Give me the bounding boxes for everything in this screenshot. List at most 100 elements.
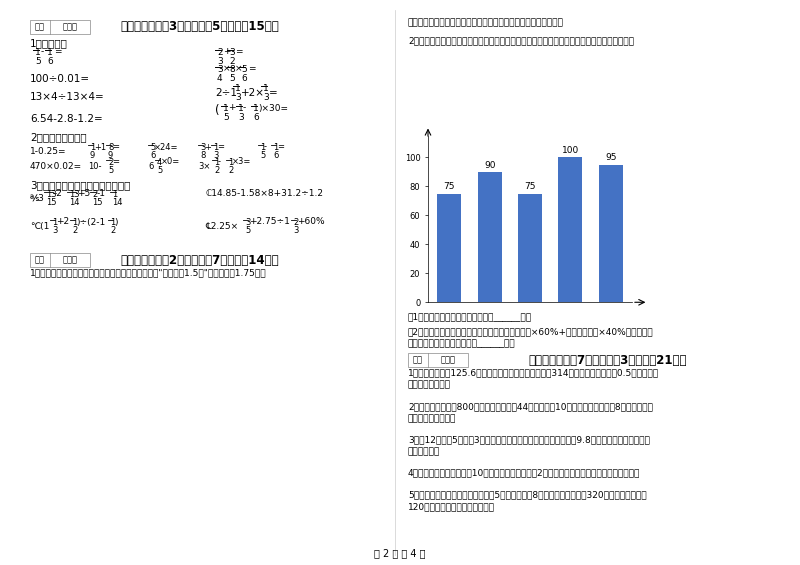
Text: 95: 95 bbox=[605, 154, 616, 162]
Text: 15: 15 bbox=[46, 198, 57, 207]
Text: 90: 90 bbox=[484, 160, 495, 170]
Text: ℃(1: ℃(1 bbox=[30, 222, 50, 231]
Text: 3: 3 bbox=[213, 151, 218, 160]
Text: +2: +2 bbox=[56, 218, 69, 227]
Text: 级第一学期的数学学期成绩是______分。: 级第一学期的数学学期成绩是______分。 bbox=[408, 339, 516, 348]
Text: (: ( bbox=[215, 104, 220, 117]
Text: 6: 6 bbox=[47, 57, 53, 66]
Text: 8: 8 bbox=[108, 143, 114, 152]
Text: -: - bbox=[264, 142, 267, 151]
Text: =: = bbox=[217, 142, 224, 151]
Text: 4．一个圆形花坛，直径是10米，如果围绕花坛铺宽2米的草皮，则要铺日多少平方米的草坪？: 4．一个圆形花坛，直径是10米，如果围绕花坛铺宽2米的草皮，则要铺日多少平方米的… bbox=[408, 468, 640, 477]
Text: 得分: 得分 bbox=[413, 355, 423, 364]
Text: 每天要生产多少台？: 每天要生产多少台？ bbox=[408, 414, 456, 423]
Text: 2: 2 bbox=[92, 190, 98, 199]
Text: 1: 1 bbox=[52, 218, 58, 227]
Bar bbox=[518, 194, 542, 302]
Text: 6.54-2.8-1.2=: 6.54-2.8-1.2= bbox=[30, 114, 102, 124]
Text: 5: 5 bbox=[150, 143, 155, 152]
Text: 100: 100 bbox=[562, 146, 579, 155]
Text: =: = bbox=[248, 64, 255, 73]
Text: 1: 1 bbox=[260, 143, 266, 152]
Text: +: + bbox=[228, 103, 235, 112]
Text: =: = bbox=[235, 47, 242, 56]
Text: 4: 4 bbox=[157, 158, 162, 167]
Text: 积是多少立方米？: 积是多少立方米？ bbox=[408, 380, 451, 389]
Text: 5: 5 bbox=[260, 151, 266, 160]
Bar bbox=[30, 253, 90, 267]
Text: 2: 2 bbox=[110, 226, 115, 235]
Text: 470×0.02=: 470×0.02= bbox=[30, 162, 82, 171]
Text: 1: 1 bbox=[235, 84, 241, 93]
Text: 13: 13 bbox=[69, 190, 80, 199]
Text: 5: 5 bbox=[229, 74, 234, 83]
Text: 3．脱式计算（能简算的要简算）。: 3．脱式计算（能简算的要简算）。 bbox=[30, 180, 130, 190]
Bar bbox=[558, 157, 582, 302]
Text: ×3=: ×3= bbox=[232, 158, 251, 167]
Text: 1: 1 bbox=[214, 158, 219, 167]
Text: 多少平方米？: 多少平方米？ bbox=[408, 447, 440, 456]
Text: =: = bbox=[277, 142, 284, 151]
Text: 5: 5 bbox=[223, 113, 229, 122]
Text: 2: 2 bbox=[217, 48, 222, 57]
Bar bbox=[598, 164, 622, 302]
Bar bbox=[478, 172, 502, 302]
Text: 8: 8 bbox=[229, 65, 234, 74]
Text: 3: 3 bbox=[217, 57, 222, 66]
Text: 第 2 页 共 4 页: 第 2 页 共 4 页 bbox=[374, 548, 426, 558]
Text: ×0=: ×0= bbox=[161, 158, 180, 167]
Text: =: = bbox=[54, 47, 62, 56]
Text: 1: 1 bbox=[112, 190, 118, 199]
Text: 1: 1 bbox=[90, 143, 95, 152]
Text: 3: 3 bbox=[245, 218, 250, 227]
Text: 5: 5 bbox=[157, 166, 162, 175]
Text: 1: 1 bbox=[273, 143, 278, 152]
Text: -: - bbox=[243, 103, 246, 112]
Text: ): ) bbox=[114, 218, 118, 227]
Text: 3: 3 bbox=[217, 65, 222, 74]
Text: 9: 9 bbox=[90, 151, 95, 160]
Text: 5．商场搞打折促销，其中服装类打5折，文具类打8折，小明买一件原价320元的衣服，和原价: 5．商场搞打折促销，其中服装类打5折，文具类打8折，小明买一件原价320元的衣服… bbox=[408, 490, 646, 499]
Text: 2．农机厂计划生产800台，平均每天生产44台，生产了10天，余下的任务要求8天完成，平均: 2．农机厂计划生产800台，平均每天生产44台，生产了10天，余下的任务要求8天… bbox=[408, 402, 653, 411]
Text: 1．阅图分析：有一个水池里竖着一块牌子，上面写着"平均水深1.5米"，某人身高1.75米，: 1．阅图分析：有一个水池里竖着一块牌子，上面写着"平均水深1.5米"，某人身高1… bbox=[30, 268, 266, 277]
Text: ℁3: ℁3 bbox=[30, 194, 45, 203]
Text: 评卷人: 评卷人 bbox=[62, 23, 78, 32]
Text: +2.75÷1: +2.75÷1 bbox=[249, 218, 290, 227]
Text: 1-0.25=: 1-0.25= bbox=[30, 147, 66, 156]
Text: 6: 6 bbox=[253, 113, 258, 122]
Text: 5: 5 bbox=[35, 57, 41, 66]
Text: 10-: 10- bbox=[88, 162, 102, 171]
Text: 14: 14 bbox=[112, 198, 122, 207]
Text: 1: 1 bbox=[110, 218, 115, 227]
Bar bbox=[408, 353, 468, 367]
Text: 评卷人: 评卷人 bbox=[441, 355, 455, 364]
Text: -2: -2 bbox=[54, 189, 63, 198]
Text: 120元的书包，实际要付多少钱？: 120元的书包，实际要付多少钱？ bbox=[408, 502, 495, 511]
Text: 3: 3 bbox=[293, 226, 298, 235]
Text: 3: 3 bbox=[235, 93, 241, 102]
Text: )×30=: )×30= bbox=[258, 104, 288, 113]
Text: 五、综合题（共2小题，每题7分，共计14分）: 五、综合题（共2小题，每题7分，共计14分） bbox=[121, 254, 279, 267]
Text: （2）数学学期成绩是这样算的：平时成绩的平均分×60%+期末测验成绩×40%，王平六年: （2）数学学期成绩是这样算的：平时成绩的平均分×60%+期末测验成绩×40%，王… bbox=[408, 327, 654, 336]
Text: 75: 75 bbox=[524, 182, 536, 192]
Text: 1: 1 bbox=[263, 84, 269, 93]
Text: 3: 3 bbox=[263, 93, 269, 102]
Text: 3: 3 bbox=[238, 113, 244, 122]
Text: ℄2.25×: ℄2.25× bbox=[205, 222, 238, 231]
Text: 1: 1 bbox=[72, 218, 78, 227]
Text: 6: 6 bbox=[273, 151, 278, 160]
Text: 6: 6 bbox=[148, 162, 154, 171]
Text: )÷(2-1: )÷(2-1 bbox=[76, 218, 106, 227]
Text: （1）王平四次平时成绩的平均分是______分。: （1）王平四次平时成绩的平均分是______分。 bbox=[408, 312, 532, 321]
Text: ℂ14.85-1.58×8+31.2÷1.2: ℂ14.85-1.58×8+31.2÷1.2 bbox=[205, 189, 323, 198]
Text: +: + bbox=[223, 47, 230, 56]
Text: 2: 2 bbox=[214, 166, 219, 175]
Text: 15: 15 bbox=[92, 198, 102, 207]
Text: 2．直接写出得数。: 2．直接写出得数。 bbox=[30, 132, 86, 142]
Text: 1．算一算。: 1．算一算。 bbox=[30, 38, 68, 48]
Text: 1: 1 bbox=[223, 104, 229, 113]
Text: 6: 6 bbox=[150, 151, 155, 160]
Text: +60%: +60% bbox=[297, 218, 325, 227]
Text: 1: 1 bbox=[228, 158, 234, 167]
Text: 评卷人: 评卷人 bbox=[62, 255, 78, 264]
